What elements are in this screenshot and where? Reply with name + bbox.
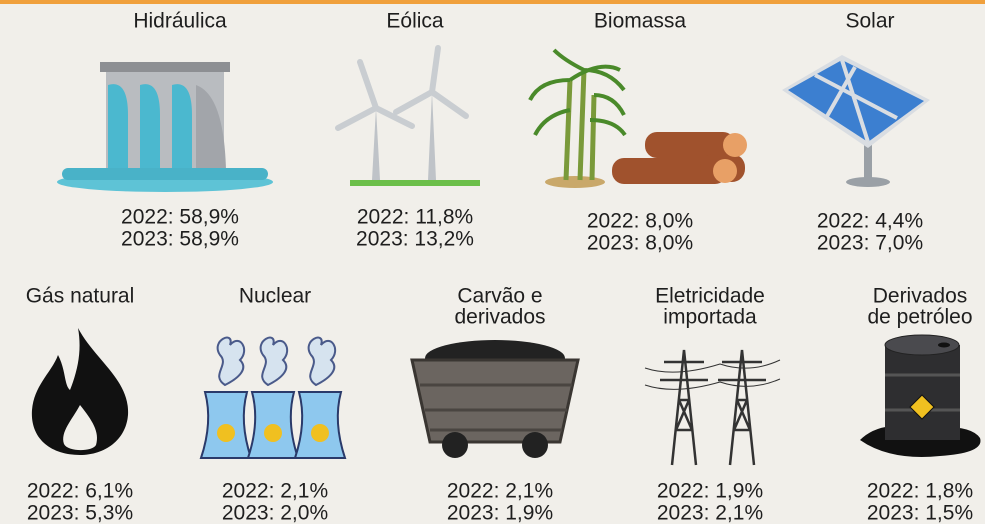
item-label: Hidráulica	[133, 10, 227, 33]
item-stat: 2023: 58,9%	[121, 228, 239, 251]
hydro-icon	[57, 62, 273, 192]
nuclear-icon	[199, 336, 347, 459]
oil-barrel-icon	[860, 334, 981, 457]
wind-icon	[335, 45, 480, 186]
item-stat: 2022: 8,0%	[587, 210, 693, 233]
item-stat: 2023: 5,3%	[27, 502, 133, 524]
item-stat: 2023: 1,5%	[867, 502, 973, 524]
item-stat: 2023: 2,1%	[657, 502, 763, 524]
item-stat: 2023: 7,0%	[817, 232, 923, 255]
biomass-icon	[528, 48, 747, 188]
item-label: derivados	[454, 306, 545, 329]
item-label: Gás natural	[26, 285, 135, 308]
item-label: Eletricidade	[655, 285, 765, 308]
item-stat: 2022: 4,4%	[817, 210, 923, 233]
item-stat: 2022: 1,9%	[657, 480, 763, 503]
item-stat: 2022: 11,8%	[357, 206, 473, 229]
item-label: Nuclear	[239, 285, 311, 308]
item-stat: 2023: 13,2%	[356, 228, 474, 251]
item-stat: 2022: 2,1%	[447, 480, 553, 503]
item-label: Solar	[845, 10, 894, 33]
item-stat: 2022: 1,8%	[867, 480, 973, 503]
item-stat: 2023: 1,9%	[447, 502, 553, 524]
item-label: de petróleo	[867, 306, 972, 329]
item-label: Carvão e	[457, 285, 542, 308]
top-border	[0, 0, 985, 4]
solar-icon	[782, 55, 930, 187]
coal-cart-icon	[410, 340, 580, 458]
item-stat: 2022: 58,9%	[121, 206, 239, 229]
item-label: importada	[663, 306, 757, 329]
item-stat: 2023: 8,0%	[587, 232, 693, 255]
item-label: Eólica	[386, 10, 444, 33]
item-stat: 2023: 2,0%	[222, 502, 328, 524]
pylon-icon	[644, 349, 781, 466]
flame-icon	[31, 328, 129, 455]
item-label: Derivados	[873, 285, 968, 308]
item-stat: 2022: 2,1%	[222, 480, 328, 503]
item-label: Biomassa	[594, 10, 687, 33]
item-stat: 2022: 6,1%	[27, 480, 133, 503]
